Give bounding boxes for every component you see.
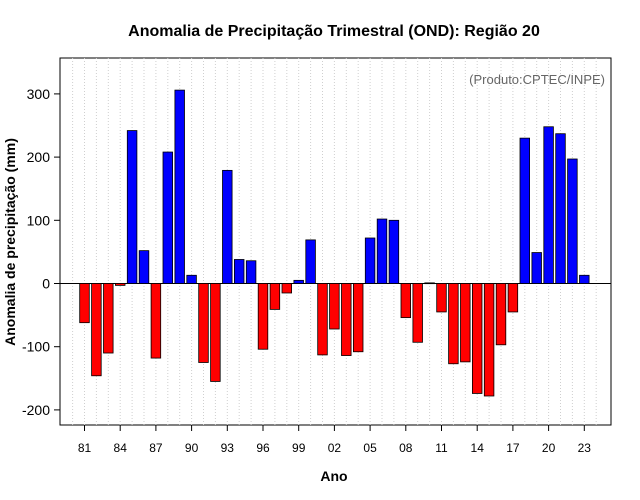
y-axis: -200 -100 0 100 200 300 bbox=[22, 86, 60, 418]
bar-1987 bbox=[150, 283, 162, 359]
x-tick-label: 93 bbox=[221, 441, 235, 455]
bar-2006 bbox=[376, 218, 388, 284]
bar-1985 bbox=[126, 130, 138, 284]
bar-1989 bbox=[174, 89, 185, 284]
bar-1994 bbox=[233, 259, 245, 284]
bar-2020 bbox=[543, 126, 554, 284]
bar-2007 bbox=[388, 219, 400, 284]
bar-1996 bbox=[257, 283, 269, 350]
bar-1991 bbox=[198, 283, 209, 363]
y-tick-label: 200 bbox=[27, 149, 51, 165]
x-tick-label: 14 bbox=[471, 441, 485, 455]
x-tick-label: 02 bbox=[328, 441, 342, 455]
bar-2001 bbox=[317, 283, 328, 356]
x-axis-title: Ano bbox=[320, 468, 347, 484]
bar-2003 bbox=[341, 283, 352, 356]
bar-2004 bbox=[352, 283, 364, 353]
bar-2023 bbox=[579, 274, 590, 284]
bars bbox=[79, 89, 590, 397]
x-tick-label: 23 bbox=[578, 441, 592, 455]
bar-1997 bbox=[269, 283, 281, 310]
bar-1998 bbox=[281, 283, 293, 294]
bar-2014 bbox=[471, 283, 483, 394]
y-tick-label: 0 bbox=[42, 276, 50, 292]
bar-2019 bbox=[531, 252, 542, 284]
chart-title: Anomalia de Precipitação Trimestral (OND… bbox=[128, 23, 540, 40]
bar-2016 bbox=[495, 283, 507, 346]
x-tick-label: 05 bbox=[363, 441, 377, 455]
x-tick-label: 11 bbox=[435, 441, 448, 455]
x-axis: 81 84 87 90 93 96 99 02 05 08 11 14 17 20 23 bbox=[78, 425, 591, 455]
y-tick-label: 100 bbox=[27, 212, 51, 228]
bar-1995 bbox=[245, 260, 257, 284]
bar-2011 bbox=[436, 283, 447, 313]
plot-area-frame bbox=[59, 57, 612, 426]
bar-2013 bbox=[460, 283, 471, 363]
bar-1984 bbox=[115, 283, 126, 286]
bar-1983 bbox=[103, 283, 114, 354]
bar-2005 bbox=[364, 237, 376, 284]
source-annotation: (Produto:CPTEC/INPE) bbox=[469, 72, 605, 87]
bar-1981 bbox=[79, 283, 90, 324]
bar-2012 bbox=[448, 283, 459, 365]
bar-1993 bbox=[222, 169, 233, 284]
bar-2008 bbox=[400, 283, 412, 319]
bar-2010 bbox=[424, 282, 435, 285]
bar-1986 bbox=[138, 250, 150, 284]
x-tick-label: 08 bbox=[399, 441, 413, 455]
y-tick-label: -100 bbox=[22, 339, 50, 355]
x-tick-label: 84 bbox=[114, 441, 128, 455]
x-tick-label: 17 bbox=[506, 441, 520, 455]
bar-2021 bbox=[555, 133, 566, 284]
bar-1988 bbox=[162, 151, 174, 284]
bar-2015 bbox=[483, 283, 495, 397]
x-tick-label: 99 bbox=[292, 441, 306, 455]
bar-1992 bbox=[210, 283, 221, 382]
x-tick-label: 20 bbox=[542, 441, 556, 455]
x-tick-label: 87 bbox=[149, 441, 163, 455]
y-axis-title: Anomalia de precipitação (mm) bbox=[2, 138, 18, 346]
bar-2009 bbox=[412, 283, 423, 343]
bar-2017 bbox=[507, 283, 519, 313]
y-tick-label: -200 bbox=[22, 402, 50, 418]
x-tick-label: 96 bbox=[256, 441, 270, 455]
bar-1990 bbox=[186, 274, 197, 284]
gridlines bbox=[72, 58, 597, 425]
bar-2022 bbox=[567, 158, 578, 284]
bar-2018 bbox=[519, 137, 531, 284]
bar-1999 bbox=[293, 279, 304, 284]
bar-2002 bbox=[329, 283, 340, 330]
x-tick-label: 81 bbox=[78, 441, 92, 455]
bar-2000 bbox=[305, 239, 316, 284]
bar-1982 bbox=[91, 283, 102, 377]
x-tick-label: 90 bbox=[185, 441, 199, 455]
y-tick-label: 300 bbox=[27, 86, 51, 102]
